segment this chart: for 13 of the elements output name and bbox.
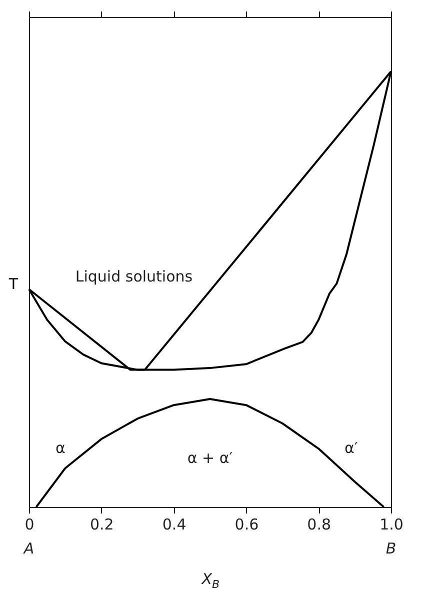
x-tick-label: 0.2 [90, 516, 114, 534]
x-tick-label: 0.6 [234, 516, 259, 534]
x-tick-label: 0.8 [307, 516, 332, 534]
annotation: α [56, 439, 66, 458]
y-axis-title: T [8, 274, 19, 293]
x-tick-label: 0.4 [162, 516, 186, 534]
x-tick-label: 0 [24, 516, 34, 534]
x-tick-label: 1.0 [380, 516, 404, 534]
annotation: α + α′ [187, 449, 234, 467]
annotation: Liquid solutions [75, 268, 193, 286]
text: A [22, 540, 34, 558]
text: B [386, 540, 396, 558]
annotation: α′ [344, 439, 358, 458]
